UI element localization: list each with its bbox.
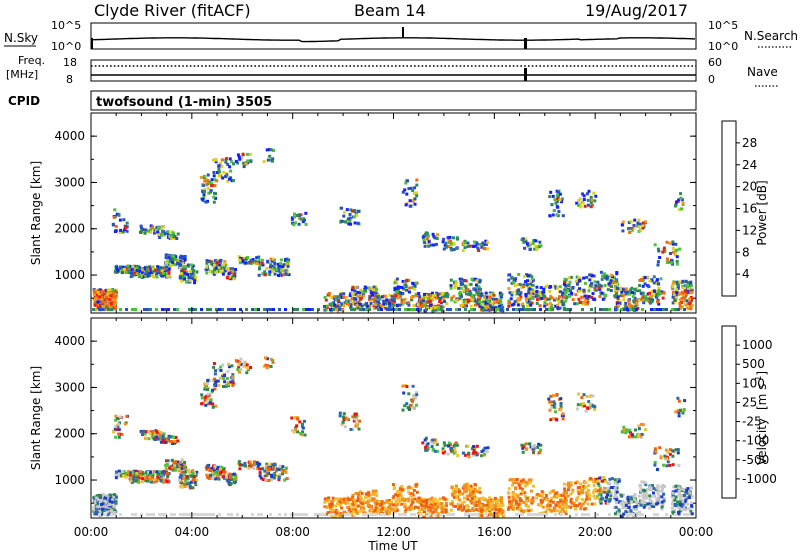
power-colorbar-tick: 8 [742,245,750,259]
time-tick-label: 16:00 [477,525,512,539]
nave-tick-bottom: 0 [708,73,715,86]
nsky-panel: N.Sky 10^5 10^0 10^5 10^0 N.Search [4,19,798,53]
nsky-tick-bottom: 10^0 [51,40,81,53]
nsearch-label: N.Search [744,29,798,43]
velocity-colorbar-tick: -25 [742,415,762,429]
time-tick-label: 04:00 [175,525,210,539]
power-colorbar-label: Power [dB] [755,180,769,245]
velocity-ytick-label: 4000 [54,334,85,348]
nsky-label: N.Sky [4,31,38,45]
velocity-ytick-label: 1000 [54,473,85,487]
velocity-ytick-label: 3000 [54,380,85,394]
power-scatter [92,148,694,313]
cpid-panel: CPID twofsound (1-min) 3505 [8,90,697,111]
power-colorbar: 4 8 12 16 20 24 28 [721,120,757,297]
freq-panel: Freq. [MHz] 18 8 60 0 Nave [6,54,779,87]
freq-tick-bottom: 8 [66,73,73,86]
velocity-colorbar-tick: -1000 [742,472,777,486]
time-tick-label: 08:00 [275,525,310,539]
power-y-axis: 1000 2000 3000 4000 [54,129,696,299]
power-colorbar-tick: 4 [742,267,750,281]
power-ytick-label: 2000 [54,222,85,236]
power-panel: 1000 2000 3000 4000 Slant Range [km] 4 8 12 16… [29,112,769,314]
nsearch-tick-bottom: 10^0 [708,40,738,53]
freq-label: Freq. [18,54,45,67]
beam-title: Beam 14 [354,1,426,20]
nsky-tick-top: 10^5 [51,19,81,32]
time-tick-label: 12:00 [376,525,411,539]
time-axis-labels: 00:00 04:00 08:00 12:00 16:00 20:00 00:00 [74,525,714,539]
power-colorbar-tick: 24 [742,158,757,172]
velocity-colorbar-label: Velocity[m s-1] [754,371,769,465]
time-tick-label: 20:00 [578,525,613,539]
time-axis-title: Time UT [367,539,418,553]
velocity-colorbar: 1000 500 100 25 -25 -100 -500 -1000 [721,325,777,499]
nave-tick-top: 60 [708,56,722,69]
power-ytick-label: 4000 [54,129,85,143]
power-ytick-label: 3000 [54,175,85,189]
nave-label: Nave [747,65,778,79]
freq-unit: [MHz] [6,68,38,81]
velocity-panel: 1000 2000 3000 4000 Slant Range [km] 1000 50… [29,317,777,519]
power-ytick-label: 1000 [54,268,85,282]
velocity-colorbar-tick: -500 [742,453,769,467]
velocity-scatter [92,356,694,518]
power-x-axis [90,113,697,313]
velocity-ytick-label: 2000 [54,427,85,441]
velocity-colorbar-tick: 25 [742,395,757,409]
velocity-x-axis [90,318,697,518]
station-title: Clyde River (fitACF) [94,1,251,20]
power-colorbar-tick: 12 [742,223,757,237]
power-colorbar-tick: 28 [742,136,757,150]
velocity-colorbar-tick: -100 [742,434,769,448]
time-tick-label: 00:00 [74,525,109,539]
velocity-colorbar-tick: 100 [742,376,765,390]
cpid-program: twofsound (1-min) 3505 [96,95,272,110]
power-colorbar-tick: 20 [742,180,757,194]
velocity-colorbar-tick: 1000 [742,338,773,352]
power-colorbar-tick: 16 [742,202,757,216]
nsearch-tick-top: 10^5 [708,19,738,32]
time-tick-label: 00:00 [679,525,714,539]
freq-tick-top: 18 [63,56,77,69]
velocity-colorbar-tick: 500 [742,357,765,371]
velocity-ylabel: Slant Range [km] [29,366,43,470]
velocity-y-axis: 1000 2000 3000 4000 [54,334,696,504]
cpid-label: CPID [8,94,40,108]
power-ylabel: Slant Range [km] [29,161,43,265]
date-title: 19/Aug/2017 [585,1,688,20]
